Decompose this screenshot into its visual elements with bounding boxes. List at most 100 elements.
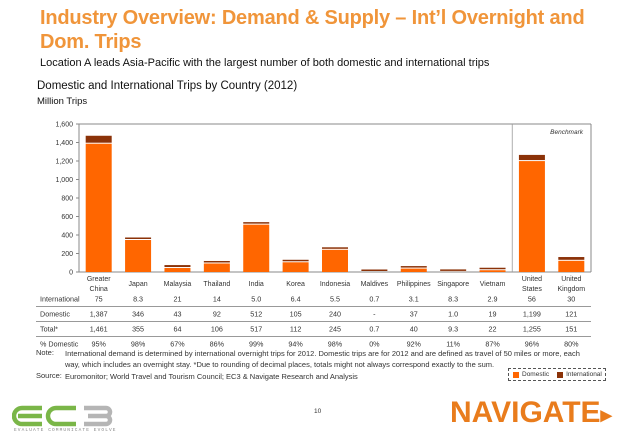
navigate-logo: NAVIGATE▸ [450,396,612,430]
y-tick-label: 0 [69,270,73,277]
table-cell: 80% [564,340,579,349]
x-tick-label: China [90,286,108,293]
table-cell: 64 [173,325,181,334]
x-tick-label: Maldives [361,281,389,288]
table-row-label: % Domestic [40,340,79,349]
table-cell: 240 [329,310,341,319]
table-cell: 512 [250,310,262,319]
bar-international [85,135,112,143]
y-tick-label: 600 [61,214,73,221]
table-cell: 22 [489,325,497,334]
table-cell: 37 [410,310,418,319]
table-cell: 94% [288,340,303,349]
x-tick-label: India [249,281,264,288]
table-cell: 1,255 [523,325,541,334]
table-cell: 92% [407,340,422,349]
x-tick-label: Philippines [397,281,431,288]
table-row-label: International [40,295,80,304]
bar-domestic [282,262,309,272]
bar-international [125,237,152,239]
x-tick-label: Korea [286,281,305,288]
chart-legend: Domestic International [508,368,606,381]
x-tick-label: United [522,276,542,283]
benchmark-label: Benchmark [550,129,584,136]
table-cell: 99% [249,340,264,349]
bar-domestic [518,161,545,272]
table-cell: 43 [173,310,181,319]
table-cell: 56 [528,295,536,304]
table-cell: 75 [95,295,103,304]
x-tick-label: Japan [129,281,148,288]
x-tick-label: United [561,276,581,283]
y-tick-label: 1,400 [55,140,73,147]
ec3-tagline: EVALUATE COMMUNICATE EVOLVE [14,428,117,433]
bar-international [164,265,191,268]
navigate-logo-text: NAVIGATE [450,396,601,429]
table-cell: 1,199 [523,310,541,319]
bar-international [558,257,585,260]
table-cell: 9.3 [448,325,458,334]
y-tick-label: 400 [61,233,73,240]
table-cell: 6.4 [291,295,301,304]
table-cell: 92 [213,310,221,319]
bar-international [518,154,545,161]
x-tick-label: Singapore [437,281,469,288]
ec3-logo [12,405,113,427]
page-title: Industry Overview: Demand & Supply – Int… [40,7,585,53]
page-number: 10 [314,408,322,415]
legend-label-domestic: Domestic [522,371,550,378]
y-tick-label: 1,200 [55,159,73,166]
table-cell: 121 [565,310,577,319]
table-cell: 3.1 [409,295,419,304]
legend-swatch-domestic [513,371,519,378]
bar-international [361,269,388,271]
table-cell: 8.3 [133,295,143,304]
table-cell: 355 [132,325,144,334]
table-cell: 346 [132,310,144,319]
bar-international [203,260,230,263]
bar-international [479,267,506,270]
table-cell: 245 [329,325,341,334]
bar-international [243,222,270,224]
x-tick-label: Kingdom [557,286,585,293]
bar-international [282,259,309,262]
table-cell: 40 [410,325,418,334]
table-cell: 19 [489,310,497,319]
bar-domestic [203,263,230,272]
source-label: Source: [36,371,62,380]
bar-domestic [322,249,348,272]
y-tick-label: 1,000 [55,177,73,184]
table-cell: 11% [446,340,460,349]
bar-international [440,269,467,271]
bar-international [322,247,348,249]
bar-domestic [558,260,585,272]
bar-domestic [85,143,112,272]
table-cell: 5.0 [251,295,261,304]
table-cell: 67% [170,340,185,349]
table-cell: 87% [485,340,500,349]
y-tick-label: 800 [61,196,73,203]
note-text: International demand is determined by in… [65,349,580,369]
x-tick-label: States [522,286,542,293]
table-cell: 21 [173,295,181,304]
bar-international [400,266,427,268]
x-tick-label: Thailand [203,281,230,288]
bar-domestic [164,268,191,272]
bar-domestic [125,239,152,272]
table-row-label: Domestic [40,310,70,319]
table-cell: 1,387 [90,310,108,319]
table-cell: 105 [290,310,302,319]
source-text: Euromonitor; World Travel and Tourism Co… [65,372,358,381]
table-row-label: Total* [40,325,58,334]
table-cell: 1.0 [448,310,458,319]
y-tick-label: 1,600 [55,122,73,129]
arrow-right-icon: ▸ [600,402,612,427]
table-cell: 98% [131,340,146,349]
bar-chart: 0 200 400 600 800 1,000 1,200 1,400 1,600 Benchma… [36,122,592,349]
table-cell: 5.5 [330,295,340,304]
table-cell: 96% [525,340,540,349]
bar-domestic [400,268,427,272]
table-cell: 2.9 [488,295,498,304]
x-tick-label: Greater [87,276,111,283]
table-cell: 8.3 [448,295,458,304]
